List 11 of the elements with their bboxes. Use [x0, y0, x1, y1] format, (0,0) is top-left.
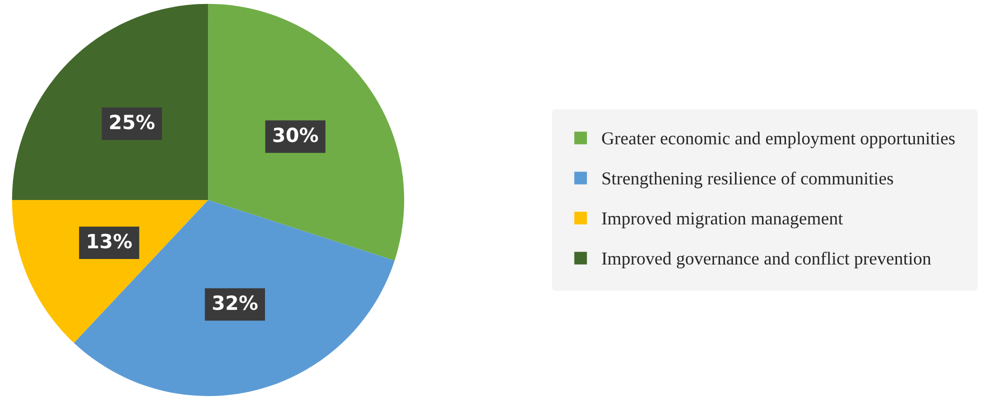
legend-label: Improved migration management: [602, 212, 843, 228]
legend-label: Improved governance and conflict prevention: [602, 252, 931, 268]
legend-label: Strengthening resilience of communities: [602, 172, 894, 188]
data-label: 25%: [110, 114, 155, 130]
pie-slice: [12, 4, 208, 200]
pie-slice: [74, 200, 395, 396]
data-label: 13%: [88, 234, 132, 248]
data-label: 30%: [273, 128, 318, 142]
data-label: 32%: [212, 295, 258, 310]
pie-slice: [208, 4, 404, 261]
legend-label: Greater economic and employment opportunities: [602, 132, 955, 148]
